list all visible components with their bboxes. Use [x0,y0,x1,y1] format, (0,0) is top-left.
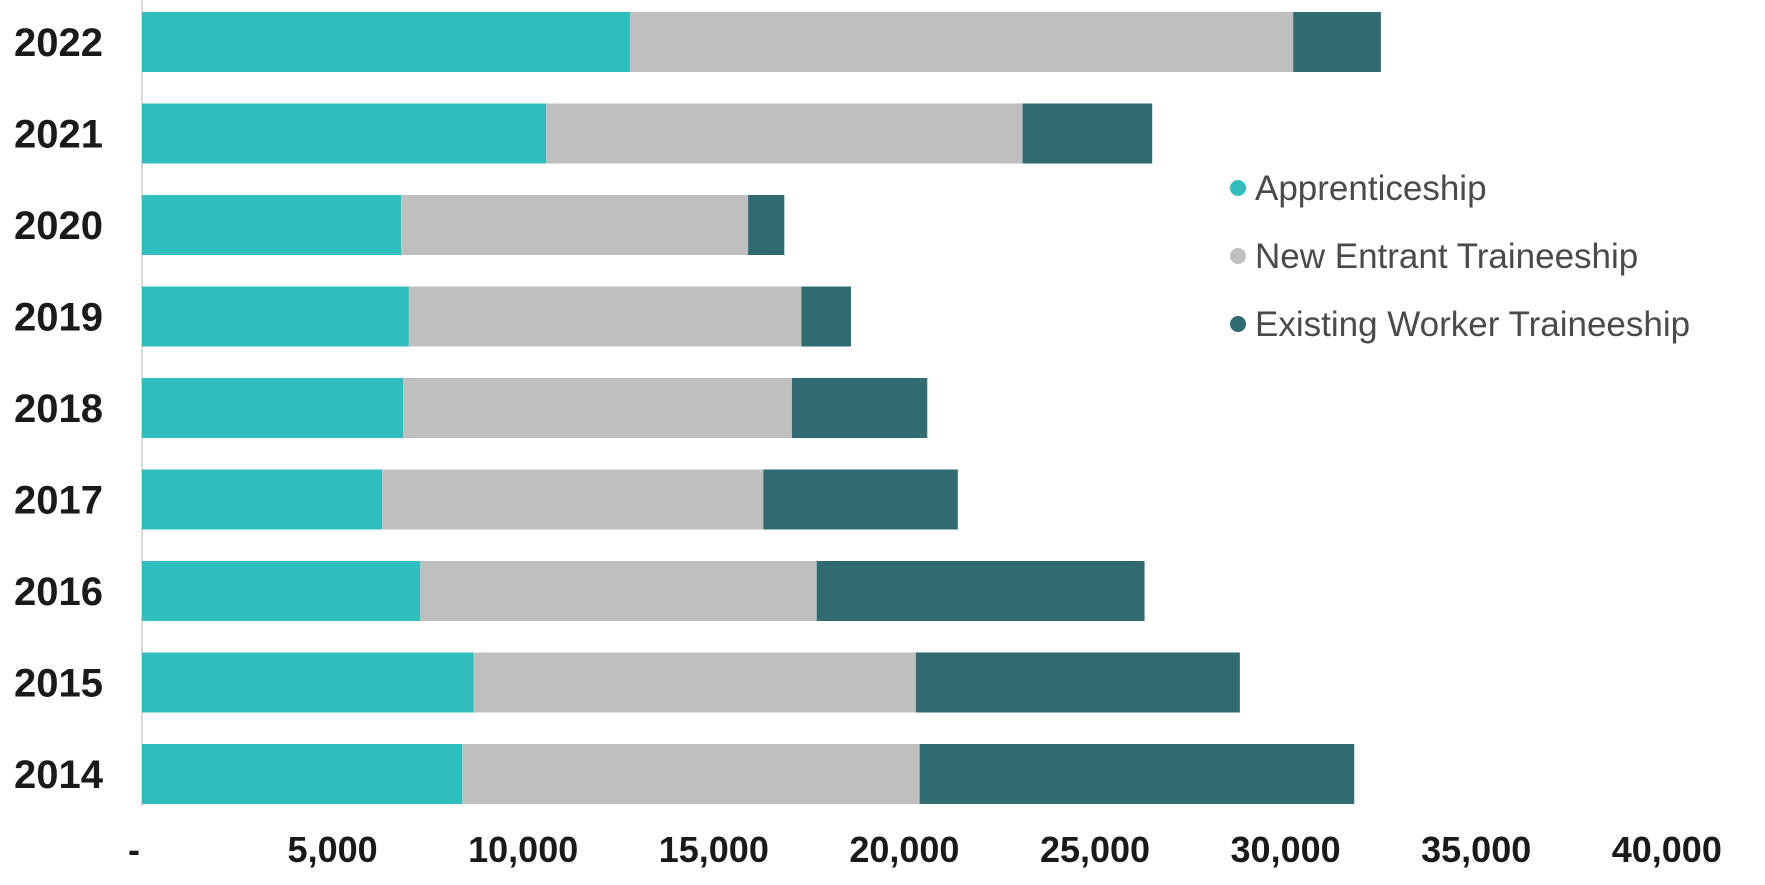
category-label-2017: 2017 [14,479,103,523]
bar-2021-existing-worker-traineeship [1022,103,1153,164]
bar-2018-new-entrant-traineeship [403,378,792,438]
bar-2016-new-entrant-traineeship [420,561,817,621]
legend-item-new-entrant-traineeship: New Entrant Traineeship [1230,237,1638,276]
x-tick-label-20-000: 20,000 [849,829,959,870]
legend-label-apprenticeship: Apprenticeship [1255,169,1487,208]
bars-layer [142,12,1381,804]
category-label-2016: 2016 [14,570,103,614]
bar-2020-existing-worker-traineeship [748,195,785,255]
category-label-2021: 2021 [14,113,103,157]
bar-2019-apprenticeship [142,286,409,347]
legend-label-new-entrant-traineeship: New Entrant Traineeship [1255,237,1638,276]
bar-2017-apprenticeship [142,469,383,530]
bar-2019-existing-worker-traineeship [801,286,852,347]
x-tick-label-10-000: 10,000 [468,829,578,870]
bar-2015-new-entrant-traineeship [473,652,916,713]
x-tick-label-35-000: 35,000 [1421,829,1531,870]
x-tick-label-15-000: 15,000 [659,829,769,870]
bar-2022-existing-worker-traineeship [1293,12,1381,72]
x-tick-labels: - 5,000 10,000 15,000 20,000 25,000 30,000 35,0… [128,829,1722,870]
legend: Apprenticeship New Entrant Traineeship Exi… [1230,169,1690,344]
category-label-2014: 2014 [14,753,104,797]
bar-2017-new-entrant-traineeship [382,469,764,530]
bar-2019-new-entrant-traineeship [408,286,802,347]
category-label-2022: 2022 [14,21,103,65]
x-tick-label-30-000: 30,000 [1231,829,1341,870]
bar-2016-apprenticeship [142,561,421,621]
bar-2021-apprenticeship [142,103,547,164]
bar-2020-new-entrant-traineeship [401,195,749,255]
x-tick-label-5-000: 5,000 [288,829,378,870]
bar-2018-apprenticeship [142,378,404,438]
category-label-2019: 2019 [14,296,103,340]
legend-item-existing-worker-traineeship: Existing Worker Traineeship [1230,305,1690,344]
bar-2014-existing-worker-traineeship [919,744,1355,804]
x-tick-label-40-000: 40,000 [1612,829,1722,870]
bar-2014-apprenticeship [142,744,463,804]
bar-2014-new-entrant-traineeship [462,744,920,804]
category-labels: 2022 2021 2020 2019 2018 2017 2016 2015 2014 [14,21,104,797]
bar-2018-existing-worker-traineeship [791,378,928,438]
bar-2020-apprenticeship [142,195,402,255]
legend-item-apprenticeship: Apprenticeship [1230,169,1487,208]
bar-2016-existing-worker-traineeship [816,561,1145,621]
bar-2022-new-entrant-traineeship [629,12,1294,72]
category-label-2018: 2018 [14,387,103,431]
bar-2021-new-entrant-traineeship [546,103,1023,164]
x-tick-label-25-000: 25,000 [1040,829,1150,870]
bar-2022-apprenticeship [142,12,630,72]
legend-label-existing-worker-traineeship: Existing Worker Traineeship [1255,305,1690,344]
category-label-2015: 2015 [14,662,103,706]
x-tick-label-zero: - [128,829,140,870]
bar-2015-existing-worker-traineeship [915,652,1240,713]
bar-2017-existing-worker-traineeship [763,469,958,530]
legend-marker-new-entrant-traineeship [1230,248,1246,264]
legend-marker-apprenticeship [1230,180,1246,196]
bar-2015-apprenticeship [142,652,474,713]
category-label-2020: 2020 [14,204,103,248]
legend-marker-existing-worker-traineeship [1230,316,1246,332]
